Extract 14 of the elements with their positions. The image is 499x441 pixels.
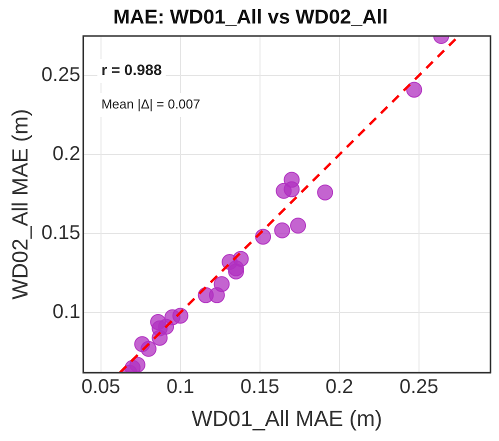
annotation: Mean |Δ| = 0.007 (101, 96, 200, 112)
annotation: r = 0.988 (101, 62, 162, 80)
x-tick-label: 0.15 (240, 376, 280, 398)
chart-title: MAE: WD01_All vs WD02_All (113, 6, 388, 29)
y-tick-label: 0.15 (41, 222, 80, 244)
x-axis-title: WD01_All MAE (m) (192, 406, 382, 431)
x-tick-label: 0.1 (166, 376, 194, 398)
x-tick-label: 0.2 (325, 376, 354, 398)
y-tick-label: 0.25 (41, 64, 80, 86)
x-tick-label: 0.25 (399, 376, 438, 398)
y-tick-label: 0.1 (52, 301, 80, 324)
y-axis-title: WD02_All MAE (m) (7, 108, 32, 300)
x-tick-label: 0.05 (81, 376, 120, 398)
y-tick-label: 0.2 (52, 143, 80, 166)
